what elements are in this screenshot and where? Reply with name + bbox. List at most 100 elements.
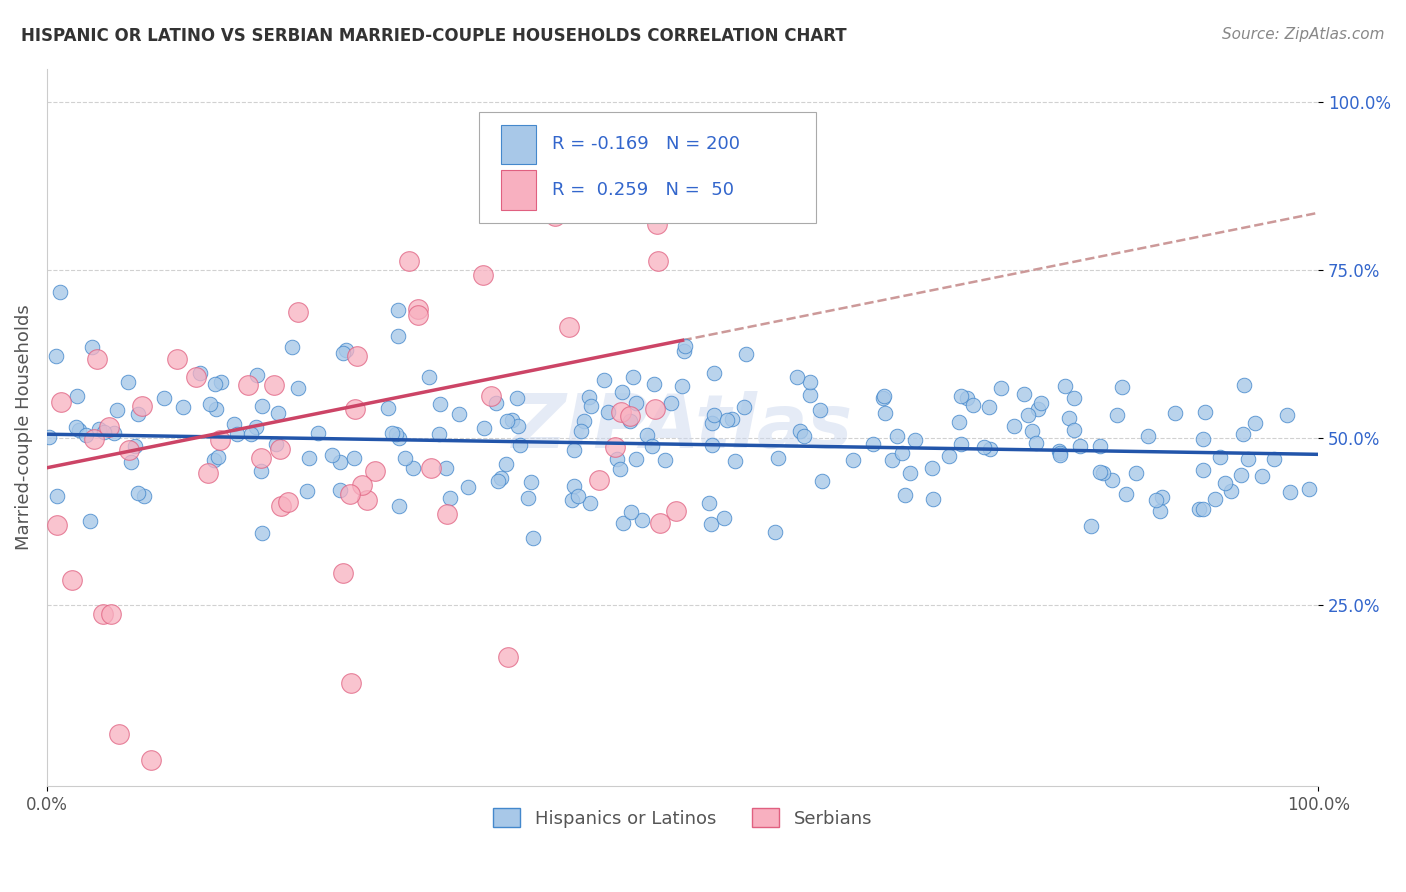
Point [108, 727, 131, 741]
Point [329, 483, 352, 497]
Point [1213, 475, 1236, 490]
Point [93, 607, 115, 621]
Point [610, 384, 633, 399]
Point [665, 504, 688, 518]
Text: Source: ZipAtlas.com: Source: ZipAtlas.com [1222, 27, 1385, 42]
Point [645, 217, 668, 231]
Point [246, 368, 269, 382]
Point [612, 516, 634, 530]
Point [226, 426, 249, 441]
Point [659, 396, 682, 410]
FancyBboxPatch shape [479, 112, 815, 223]
Point [891, 446, 914, 460]
Point [1149, 504, 1171, 518]
Point [1021, 424, 1043, 438]
Point [197, 466, 219, 480]
Point [950, 389, 973, 403]
Point [250, 464, 273, 478]
Point [472, 268, 495, 283]
Point [297, 484, 319, 499]
Point [522, 531, 544, 545]
Point [1237, 452, 1260, 467]
Point [436, 507, 458, 521]
Point [648, 516, 671, 530]
Point [609, 462, 631, 476]
Point [287, 305, 309, 319]
Point [457, 480, 479, 494]
Point [394, 451, 416, 466]
Point [733, 401, 755, 415]
Point [567, 489, 589, 503]
Point [387, 302, 409, 317]
Point [793, 429, 815, 443]
Point [250, 451, 273, 466]
Point [1204, 492, 1226, 507]
Point [93, 425, 115, 439]
Point [557, 319, 579, 334]
Point [239, 426, 262, 441]
Text: ZIPAtlas: ZIPAtlas [512, 391, 853, 464]
Text: R =  0.259   N =  50: R = 0.259 N = 50 [551, 181, 734, 199]
Point [671, 378, 693, 392]
Point [588, 473, 610, 487]
Point [1111, 380, 1133, 394]
Point [886, 429, 908, 443]
Point [270, 500, 292, 514]
Point [962, 399, 984, 413]
Point [117, 375, 139, 389]
Point [120, 455, 142, 469]
Point [720, 411, 742, 425]
Point [209, 375, 232, 389]
Point [45, 349, 67, 363]
Point [1049, 448, 1071, 462]
Point [332, 346, 354, 360]
Point [1279, 485, 1302, 500]
Point [641, 439, 664, 453]
Point [938, 449, 960, 463]
Point [1088, 439, 1111, 453]
Point [356, 493, 378, 508]
Point [46, 489, 69, 503]
Point [1012, 387, 1035, 401]
Point [578, 391, 600, 405]
Point [1164, 406, 1187, 420]
Text: R = -0.169   N = 200: R = -0.169 N = 200 [551, 136, 740, 153]
Point [1150, 490, 1173, 504]
Point [1263, 452, 1285, 467]
Point [1115, 486, 1137, 500]
Point [1069, 439, 1091, 453]
Point [139, 753, 162, 767]
Point [979, 442, 1001, 456]
Point [485, 396, 508, 410]
Point [799, 376, 821, 390]
Point [250, 399, 273, 413]
Point [1209, 450, 1232, 465]
Point [1275, 408, 1298, 422]
Point [346, 349, 368, 363]
Point [252, 526, 274, 541]
Point [332, 566, 354, 580]
Point [872, 391, 894, 405]
Point [700, 517, 723, 532]
Point [277, 495, 299, 509]
Point [672, 344, 695, 359]
Point [127, 407, 149, 421]
Point [377, 401, 399, 416]
Point [950, 437, 973, 451]
Point [107, 403, 129, 417]
Point [1192, 432, 1215, 446]
Point [1063, 391, 1085, 405]
Point [703, 367, 725, 381]
Point [808, 403, 831, 417]
Point [1244, 416, 1267, 430]
Point [1063, 423, 1085, 437]
Point [245, 420, 267, 434]
Point [266, 406, 288, 420]
Point [789, 424, 811, 438]
Point [700, 438, 723, 452]
Point [124, 439, 146, 453]
Point [564, 443, 586, 458]
Point [1017, 408, 1039, 422]
Point [593, 373, 616, 387]
Point [598, 405, 620, 419]
